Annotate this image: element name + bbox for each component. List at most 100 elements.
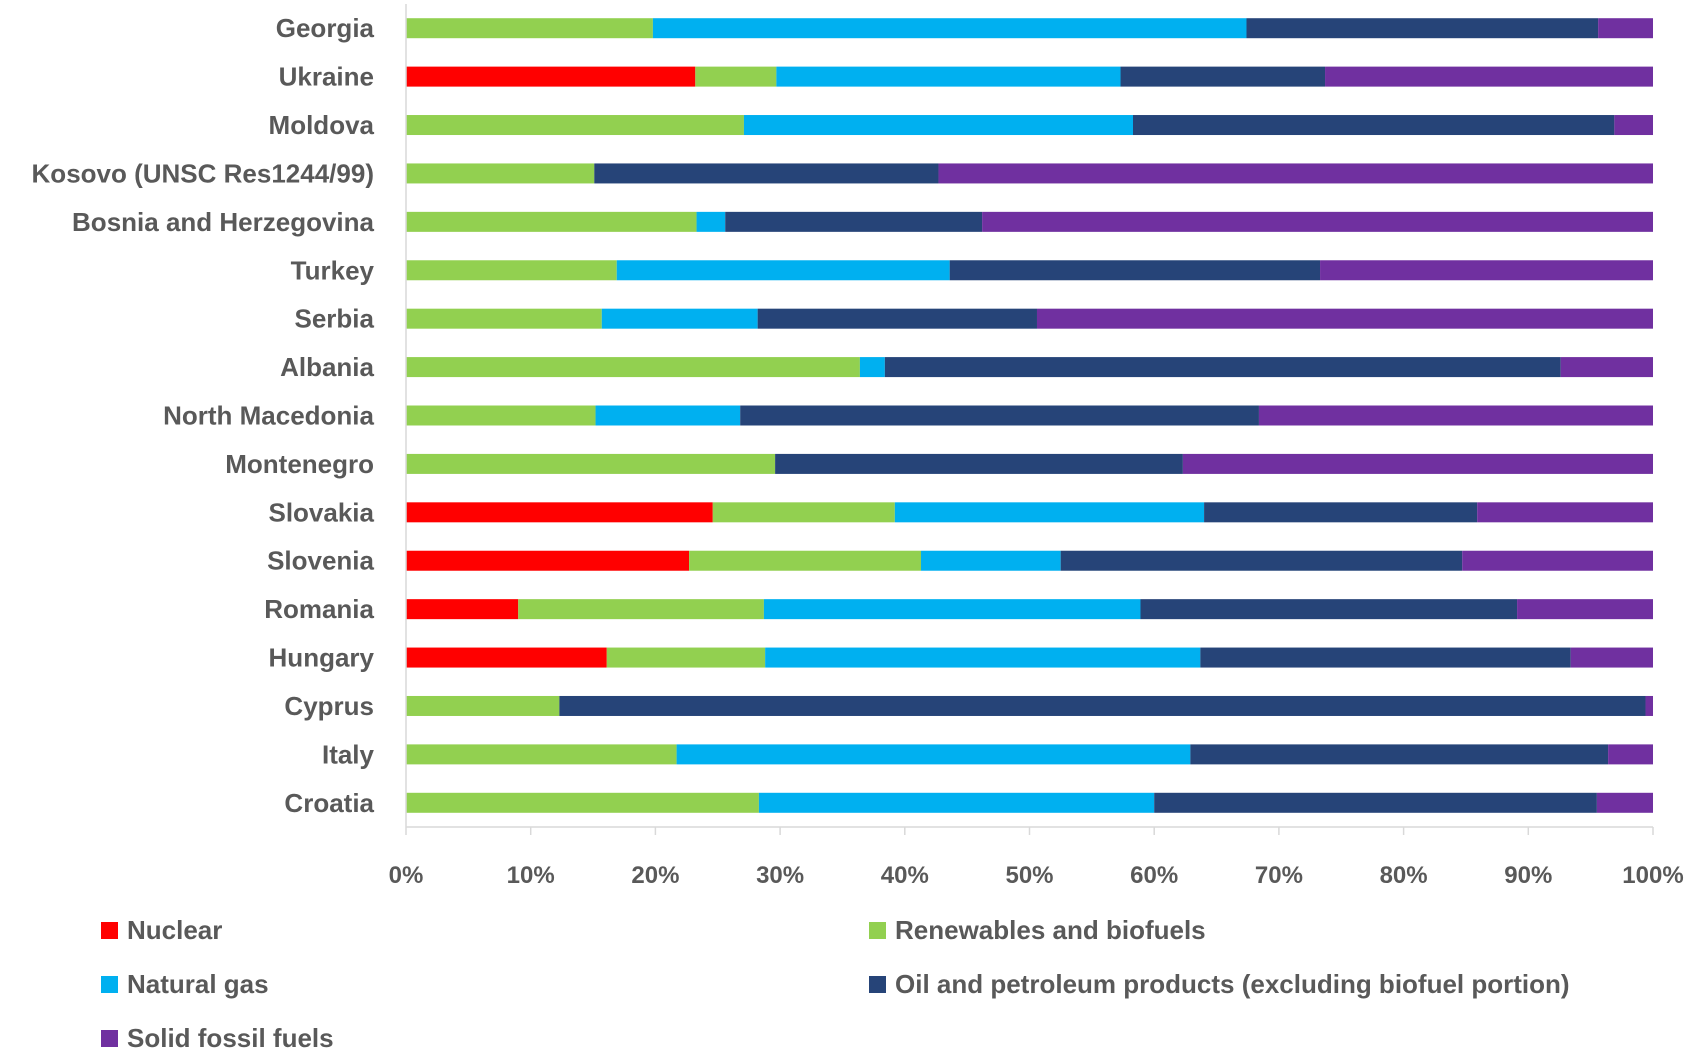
- bar-segment-bosnia-and-herzegovina-solid-fossil-fuels: [982, 211, 1653, 232]
- x-tick-label: 40%: [881, 862, 929, 889]
- bar-segment-kosovo-unsc-res1244-99-renewables-and-biofuels: [406, 163, 595, 184]
- bar-segment-slovakia-oil-and-petroleum-products-excluding-biofuel-portion: [1204, 502, 1478, 523]
- bar-segment-hungary-renewables-and-biofuels: [606, 647, 766, 668]
- x-tick-label: 50%: [1005, 862, 1053, 889]
- legend-item-solid-fossil-fuels: Solid fossil fuels: [101, 1023, 334, 1054]
- bar-segment-cyprus-oil-and-petroleum-products-excluding-biofuel-portion: [559, 695, 1646, 716]
- legend-label: Renewables and biofuels: [895, 915, 1206, 945]
- bar-segment-north-macedonia-natural-gas: [595, 405, 741, 426]
- bar-segment-albania-renewables-and-biofuels: [406, 357, 860, 378]
- bar-segment-ukraine-oil-and-petroleum-products-excluding-biofuel-portion: [1120, 66, 1326, 87]
- bar-segment-georgia-solid-fossil-fuels: [1598, 18, 1653, 39]
- bar-segment-slovakia-renewables-and-biofuels: [712, 502, 895, 523]
- bar-segment-albania-natural-gas: [859, 357, 885, 378]
- category-label: Hungary: [269, 643, 375, 673]
- bar-segment-slovenia-renewables-and-biofuels: [689, 550, 922, 571]
- legend-item-oil-and-petroleum-products-excluding-biofuel-portion: Oil and petroleum products (excluding bi…: [869, 969, 1570, 1000]
- bar-segment-albania-oil-and-petroleum-products-excluding-biofuel-portion: [884, 357, 1561, 378]
- bar-segment-georgia-renewables-and-biofuels: [406, 18, 653, 39]
- legend-label: Nuclear: [127, 915, 223, 945]
- bar-segment-cyprus-solid-fossil-fuels: [1645, 695, 1653, 716]
- x-tick-label: 30%: [756, 862, 804, 889]
- bar-segment-georgia-natural-gas: [652, 18, 1247, 39]
- bar-segment-moldova-natural-gas: [743, 115, 1134, 136]
- category-label: Turkey: [291, 255, 375, 285]
- bar-segment-slovenia-natural-gas: [921, 550, 1061, 571]
- x-axis-ticks: 0% 10% 20% 30% 40% 50% 60% 70% 80% 90% 100%: [389, 827, 1684, 889]
- legend-swatch: [101, 976, 118, 993]
- bar-segment-georgia-oil-and-petroleum-products-excluding-biofuel-portion: [1246, 18, 1599, 39]
- bar-segment-north-macedonia-renewables-and-biofuels: [406, 405, 596, 426]
- bar-segment-north-macedonia-oil-and-petroleum-products-excluding-biofuel-portion: [740, 405, 1259, 426]
- bar-segment-romania-nuclear: [406, 599, 519, 620]
- bar-segment-slovenia-nuclear: [406, 550, 690, 571]
- bar-segment-croatia-natural-gas: [758, 792, 1155, 813]
- bar-segment-turkey-oil-and-petroleum-products-excluding-biofuel-portion: [949, 260, 1321, 281]
- bar-segment-slovakia-solid-fossil-fuels: [1477, 502, 1653, 523]
- legend-item-natural-gas: Natural gas: [101, 969, 269, 1000]
- x-tick-label: 60%: [1130, 862, 1178, 889]
- category-label: Croatia: [284, 788, 374, 818]
- bar-segment-bosnia-and-herzegovina-natural-gas: [696, 211, 726, 232]
- bar-segment-italy-natural-gas: [676, 744, 1191, 765]
- bar-segment-romania-renewables-and-biofuels: [518, 599, 764, 620]
- bar-segment-croatia-renewables-and-biofuels: [406, 792, 759, 813]
- category-label: Serbia: [295, 304, 375, 334]
- bar-segment-serbia-solid-fossil-fuels: [1036, 308, 1653, 329]
- legend-item-renewables-and-biofuels: Renewables and biofuels: [869, 915, 1206, 946]
- legend-swatch: [869, 922, 886, 939]
- bar-segment-bosnia-and-herzegovina-oil-and-petroleum-products-excluding-biofuel-portion: [725, 211, 983, 232]
- legend-item-nuclear: Nuclear: [101, 915, 222, 946]
- bar-segment-hungary-nuclear: [406, 647, 607, 668]
- bar-segment-romania-oil-and-petroleum-products-excluding-biofuel-portion: [1140, 599, 1518, 620]
- bar-segment-montenegro-solid-fossil-fuels: [1182, 453, 1653, 474]
- bar-segment-slovenia-solid-fossil-fuels: [1462, 550, 1653, 571]
- legend-swatch: [101, 1030, 118, 1047]
- bar-segment-serbia-natural-gas: [601, 308, 758, 329]
- legend-label: Oil and petroleum products (excluding bi…: [895, 969, 1570, 999]
- x-tick-label: 20%: [631, 862, 679, 889]
- bar-segment-serbia-oil-and-petroleum-products-excluding-biofuel-portion: [757, 308, 1037, 329]
- bar-segment-bosnia-and-herzegovina-renewables-and-biofuels: [406, 211, 697, 232]
- bar-segment-turkey-solid-fossil-fuels: [1320, 260, 1653, 281]
- bar-segment-slovenia-oil-and-petroleum-products-excluding-biofuel-portion: [1060, 550, 1463, 571]
- category-labels: Georgia Ukraine Moldova Kosovo (UNSC Res124…: [32, 13, 375, 818]
- x-tick-label: 90%: [1504, 862, 1552, 889]
- bar-segment-turkey-natural-gas: [616, 260, 950, 281]
- bar-segment-italy-oil-and-petroleum-products-excluding-biofuel-portion: [1190, 744, 1609, 765]
- category-label: Albania: [280, 352, 374, 382]
- x-tick-label: 70%: [1255, 862, 1303, 889]
- category-label: North Macedonia: [163, 401, 374, 431]
- bar-segment-romania-solid-fossil-fuels: [1517, 599, 1653, 620]
- category-label: Slovenia: [267, 546, 374, 576]
- bar-segment-kosovo-unsc-res1244-99-oil-and-petroleum-products-excluding-biofuel-portion: [594, 163, 939, 184]
- bar-segment-turkey-renewables-and-biofuels: [406, 260, 617, 281]
- bar-segment-ukraine-renewables-and-biofuels: [695, 66, 777, 87]
- bar-segment-ukraine-natural-gas: [776, 66, 1121, 87]
- category-label: Italy: [322, 739, 375, 769]
- bar-segment-hungary-natural-gas: [765, 647, 1201, 668]
- legend-label: Solid fossil fuels: [127, 1023, 334, 1053]
- legend-swatch: [101, 922, 118, 939]
- bar-segment-moldova-renewables-and-biofuels: [406, 115, 744, 136]
- category-label: Montenegro: [225, 449, 374, 479]
- bar-segment-serbia-renewables-and-biofuels: [406, 308, 602, 329]
- bar-segment-albania-solid-fossil-fuels: [1560, 357, 1653, 378]
- bar-segment-italy-renewables-and-biofuels: [406, 744, 677, 765]
- bar-segment-ukraine-nuclear: [406, 66, 696, 87]
- bar-segment-north-macedonia-solid-fossil-fuels: [1258, 405, 1653, 426]
- x-tick-label: 0%: [389, 862, 424, 889]
- bar-segment-moldova-oil-and-petroleum-products-excluding-biofuel-portion: [1133, 115, 1615, 136]
- x-tick-label: 80%: [1380, 862, 1428, 889]
- x-tick-label: 10%: [507, 862, 555, 889]
- legend-swatch: [869, 976, 886, 993]
- bar-segment-croatia-solid-fossil-fuels: [1596, 792, 1653, 813]
- legend-label: Natural gas: [127, 969, 269, 999]
- bar-segment-romania-natural-gas: [763, 599, 1141, 620]
- bar-segment-slovakia-natural-gas: [894, 502, 1205, 523]
- category-label: Kosovo (UNSC Res1244/99): [32, 158, 374, 188]
- bar-segment-montenegro-oil-and-petroleum-products-excluding-biofuel-portion: [775, 453, 1183, 474]
- bar-segment-cyprus-renewables-and-biofuels: [406, 695, 560, 716]
- bar-segment-moldova-solid-fossil-fuels: [1614, 115, 1653, 136]
